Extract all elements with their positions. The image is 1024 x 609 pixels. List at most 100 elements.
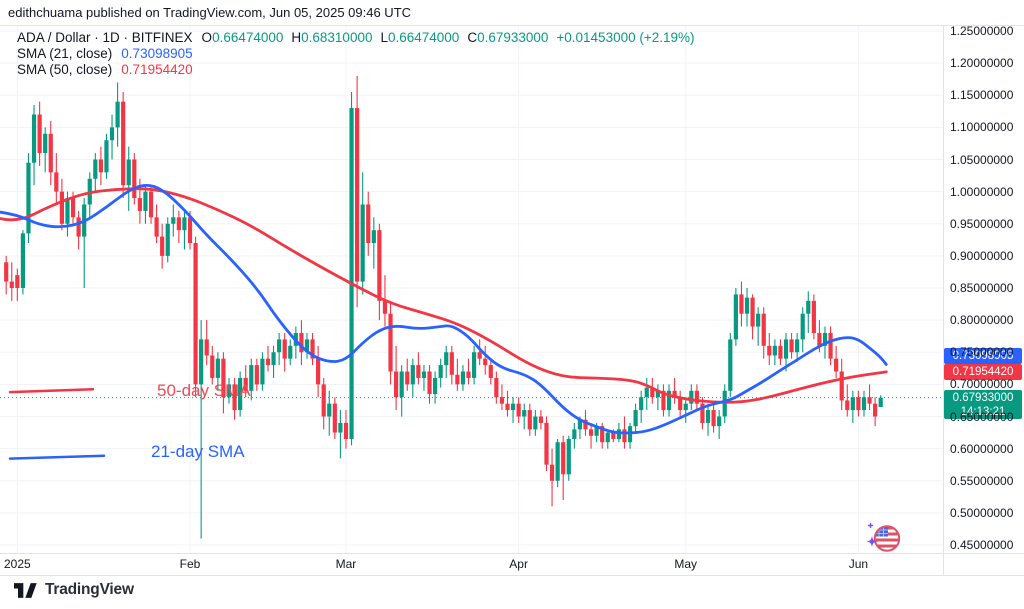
candle-body xyxy=(711,410,716,427)
price-axis-label: 0.95000000 xyxy=(950,216,1014,231)
candle-body xyxy=(683,403,688,411)
candle-body xyxy=(488,365,493,378)
trendline-segment[interactable] xyxy=(8,454,106,460)
high-value: 0.68310000 xyxy=(301,30,373,45)
price-axis-label: 0.85000000 xyxy=(950,281,1014,295)
candle-body xyxy=(861,397,867,411)
candle-body xyxy=(271,352,276,366)
candle-body xyxy=(143,191,148,211)
candle-body xyxy=(394,371,399,398)
candle-body xyxy=(689,390,694,404)
us-flag-event-icon xyxy=(866,522,901,552)
candle-body xyxy=(834,358,839,372)
attribution-text: edithchuama published on TradingView.com… xyxy=(8,5,412,20)
time-axis-label: Apr xyxy=(509,557,528,571)
candle-body xyxy=(238,377,243,411)
candle-body xyxy=(471,352,477,378)
candle-body xyxy=(767,345,772,356)
candle-body xyxy=(828,332,833,359)
sma50-legend-row: SMA (50, close) 0.71954420 xyxy=(17,62,695,78)
candle-body xyxy=(360,204,365,282)
price-axis-label: 0.60000000 xyxy=(950,441,1014,456)
time-axis-label: 2025 xyxy=(3,557,31,571)
candle-body xyxy=(221,358,226,398)
candle-body xyxy=(288,345,293,359)
candle-body xyxy=(377,230,382,301)
candle-body xyxy=(321,384,326,417)
countdown-timer: 14:13:21 xyxy=(960,405,1006,418)
candle-body xyxy=(349,108,354,439)
candle-body xyxy=(867,397,872,404)
time-axis[interactable] xyxy=(0,553,943,575)
candle-body xyxy=(510,403,516,411)
low-label: L xyxy=(380,30,388,45)
candle-body xyxy=(176,217,181,231)
candle-body xyxy=(338,422,343,433)
candle-body xyxy=(282,339,287,359)
candle-body xyxy=(772,345,777,356)
candle-body xyxy=(154,217,159,237)
sma50-legend-value: 0.71954420 xyxy=(121,62,193,77)
time-axis-label: Jun xyxy=(848,557,869,571)
candle-body xyxy=(260,358,265,385)
candle-body xyxy=(544,422,549,465)
candle-body xyxy=(538,416,544,423)
candle-body xyxy=(527,410,532,430)
candle-body xyxy=(343,422,349,439)
candle-body xyxy=(31,114,37,163)
tradingview-logo[interactable]: TradingView xyxy=(14,581,134,599)
time-axis-label: Feb xyxy=(179,557,201,571)
price-axis-label: 1.00000000 xyxy=(950,184,1014,199)
sma21-price-badge: 0.73098905 xyxy=(944,347,1022,364)
candle-body xyxy=(845,400,850,411)
candle-body xyxy=(460,371,466,385)
candle-body xyxy=(210,355,215,378)
candle-body xyxy=(594,426,599,436)
candle-body xyxy=(717,416,722,427)
candle-body xyxy=(561,442,566,475)
candle-body xyxy=(410,365,415,385)
candle-body xyxy=(806,300,811,314)
candle-body xyxy=(15,275,20,288)
candle-body xyxy=(705,410,711,423)
candle-body xyxy=(416,365,421,378)
candle-body xyxy=(37,114,42,154)
high-label: H xyxy=(291,30,302,45)
candle-body xyxy=(633,410,638,427)
candle-body xyxy=(48,133,53,173)
price-axis-label: 1.15000000 xyxy=(950,88,1014,103)
candle-body xyxy=(878,397,883,408)
candle-body xyxy=(516,403,521,417)
candle-body xyxy=(93,159,98,179)
candle-body xyxy=(254,365,259,385)
candle-body xyxy=(277,339,282,353)
candle-body xyxy=(477,352,482,359)
candle-body xyxy=(160,236,165,256)
candle-body xyxy=(639,397,644,411)
candle-body xyxy=(839,371,844,401)
chart-bottom-border xyxy=(0,575,1024,576)
candle-body xyxy=(310,339,315,359)
price-axis-label: 0.75000000 xyxy=(950,345,1014,360)
trendline-segment[interactable] xyxy=(8,387,95,394)
sma50-legend-label: SMA (50, close) xyxy=(17,62,113,77)
candle-body xyxy=(70,198,76,218)
candle-body xyxy=(850,397,855,411)
candle-body xyxy=(672,390,677,398)
candle-body xyxy=(494,377,499,398)
candle-body xyxy=(332,403,337,433)
tradingview-logo-icon xyxy=(14,582,37,598)
candle-body xyxy=(43,133,48,154)
candle-body xyxy=(193,243,198,385)
candle-body xyxy=(115,101,120,128)
sma21-annotation-label: 21-day SMA xyxy=(151,442,245,461)
candle-body xyxy=(750,297,755,327)
candle-body xyxy=(661,390,666,411)
candle-body xyxy=(789,339,794,353)
price-axis-label: 0.50000000 xyxy=(950,505,1014,520)
sma21-legend-row: SMA (21, close) 0.73098905 xyxy=(17,46,695,62)
candle-body xyxy=(148,191,154,218)
price-axis-label: 1.10000000 xyxy=(950,120,1014,135)
candle-body xyxy=(655,390,660,398)
